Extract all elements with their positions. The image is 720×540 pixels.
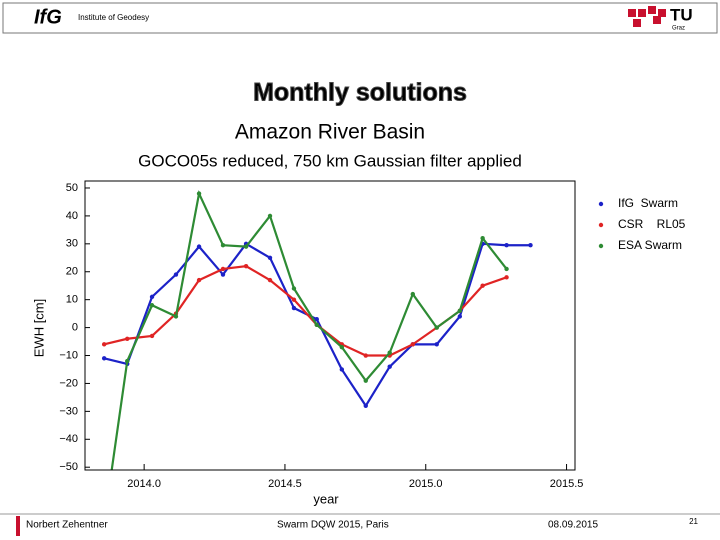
y-tick-label: −10 xyxy=(59,349,78,361)
y-tick-label: −40 xyxy=(59,433,78,445)
tu-logo-squares xyxy=(628,6,666,27)
footer-date: 08.09.2015 xyxy=(548,520,598,531)
data-point xyxy=(314,322,319,328)
plot-area xyxy=(101,189,533,470)
data-point xyxy=(363,403,368,408)
data-point xyxy=(196,244,202,249)
y-tick-label: 20 xyxy=(66,266,78,278)
data-point xyxy=(457,308,463,314)
data-point xyxy=(434,325,439,330)
x-axis-label: year xyxy=(313,491,339,506)
data-point xyxy=(196,277,202,283)
y-tick-label: −30 xyxy=(59,405,78,417)
series xyxy=(110,189,509,470)
data-point xyxy=(149,333,155,339)
data-point xyxy=(101,342,107,347)
legend-label: CSR RL05 xyxy=(618,217,686,231)
header-frame xyxy=(2,2,718,34)
logo-ifg: IfG xyxy=(34,6,62,28)
data-point xyxy=(243,263,249,269)
data-point xyxy=(291,286,297,291)
data-point xyxy=(504,243,509,248)
data-point xyxy=(434,342,439,347)
x-tick-label: 2015.0 xyxy=(409,478,443,490)
data-point xyxy=(480,236,485,241)
y-tick-label: 10 xyxy=(66,294,78,306)
legend-label: IfG Swarm xyxy=(618,196,678,210)
footer-author: Norbert Zehentner xyxy=(26,520,108,531)
y-tick-label: −20 xyxy=(59,377,78,389)
x-tick-label: 2014.5 xyxy=(268,478,302,490)
data-point xyxy=(339,367,345,372)
data-point xyxy=(149,294,155,300)
data-point xyxy=(220,243,226,248)
data-point xyxy=(220,272,226,277)
data-point xyxy=(173,272,179,277)
data-point xyxy=(314,317,319,322)
logo-tu: TU xyxy=(670,5,693,24)
data-point xyxy=(363,378,368,383)
data-point xyxy=(220,266,226,272)
data-point xyxy=(267,213,273,219)
y-tick-label: 50 xyxy=(66,182,78,194)
data-point xyxy=(363,353,368,358)
y-tick-label: −50 xyxy=(59,461,78,473)
legend-marker xyxy=(598,201,604,207)
data-point xyxy=(291,305,297,311)
footer-page: 21 xyxy=(689,517,698,526)
series xyxy=(101,241,533,408)
data-point xyxy=(101,356,107,361)
institute-name: Institute of Geodesy xyxy=(78,13,149,22)
plot-frame xyxy=(84,180,576,471)
data-point xyxy=(125,358,130,364)
y-tick-label: 30 xyxy=(66,238,78,250)
data-point xyxy=(410,342,415,347)
data-point xyxy=(504,266,509,272)
footer-event: Swarm DQW 2015, Paris xyxy=(277,520,389,531)
chart-subtitle: Amazon River Basin xyxy=(235,121,425,144)
x-tick-label: 2015.5 xyxy=(550,478,584,490)
data-point xyxy=(504,275,509,280)
data-point xyxy=(267,277,273,283)
data-point xyxy=(339,344,345,350)
data-point xyxy=(243,244,249,249)
slide-title: Monthly solutions xyxy=(253,79,467,107)
data-point xyxy=(149,303,155,308)
data-point xyxy=(457,314,463,319)
data-point xyxy=(387,364,392,369)
series-line xyxy=(110,189,508,470)
footer-marker xyxy=(16,516,20,536)
data-point xyxy=(291,297,297,302)
legend-label: ESA Swarm xyxy=(618,238,682,252)
data-point xyxy=(267,255,273,260)
legend-marker xyxy=(598,243,604,249)
y-axis-label: EWH [cm] xyxy=(31,299,46,358)
x-tick-label: 2014.0 xyxy=(127,478,161,490)
data-point xyxy=(410,291,415,297)
data-point xyxy=(196,191,202,196)
legend-marker xyxy=(598,222,604,228)
y-tick-label: 40 xyxy=(66,210,78,222)
logo-graz: Graz xyxy=(672,26,685,32)
chart-subtitle2: GOCO05s reduced, 750 km Gaussian filter … xyxy=(138,151,522,170)
data-point xyxy=(125,336,130,341)
data-point xyxy=(173,314,179,319)
data-point xyxy=(528,243,533,248)
y-tick-label: 0 xyxy=(72,322,78,334)
data-point xyxy=(480,283,485,288)
data-point xyxy=(387,350,392,355)
